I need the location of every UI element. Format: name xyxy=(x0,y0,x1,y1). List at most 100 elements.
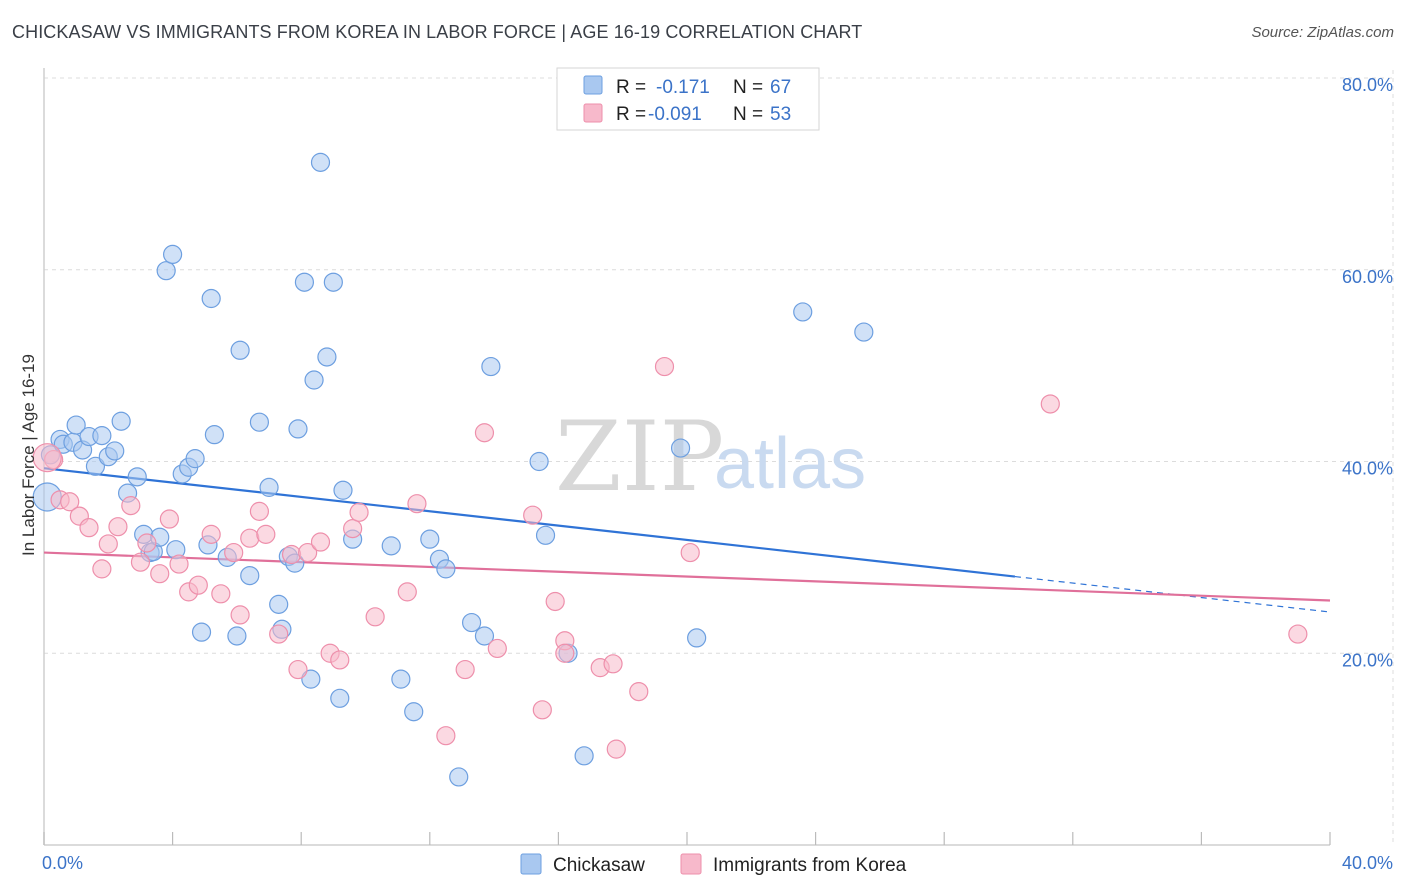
point-chickasaw-58 xyxy=(481,356,501,377)
x-tick-label-max: 40.0% xyxy=(1342,853,1393,873)
legend-series-swatch-chickasaw xyxy=(520,853,542,875)
y-tick-label-3: 80.0% xyxy=(1342,75,1393,95)
data-points xyxy=(32,152,1308,787)
point-korea-20 xyxy=(240,528,260,548)
watermark-zip: ZIP xyxy=(555,401,724,513)
point-chickasaw-27 xyxy=(201,288,221,309)
point-korea-45 xyxy=(603,654,623,674)
point-chickasaw-42 xyxy=(304,370,324,390)
point-chickasaw-30 xyxy=(227,626,247,646)
point-chickasaw-51 xyxy=(404,702,424,722)
point-korea-21 xyxy=(249,501,270,521)
point-chickasaw-25 xyxy=(191,622,212,642)
point-korea-17 xyxy=(211,584,231,604)
y-tick-label-0: 20.0% xyxy=(1342,650,1393,670)
point-chickasaw-43 xyxy=(310,152,331,172)
x-tick-labels: 0.0% 40.0% xyxy=(42,853,1393,873)
point-chickasaw-57 xyxy=(474,626,495,646)
point-korea-31 xyxy=(349,502,369,522)
point-korea-25 xyxy=(288,659,308,680)
point-chickasaw-64 xyxy=(687,628,707,648)
legend-n-value-1: 67 xyxy=(770,77,791,98)
point-chickasaw-56 xyxy=(461,612,482,633)
point-chickasaw-8 xyxy=(85,456,106,476)
point-korea-43 xyxy=(555,643,575,663)
point-korea-38 xyxy=(487,638,507,659)
point-korea-30 xyxy=(343,519,363,539)
legend-series-label-korea: Immigrants from Korea xyxy=(713,855,907,876)
legend-series-label-chickasaw: Chickasaw xyxy=(553,855,645,876)
legend-swatch-pink xyxy=(583,103,603,123)
point-chickasaw-63 xyxy=(670,438,691,458)
point-chickasaw-31 xyxy=(230,340,250,360)
point-chickasaw-62 xyxy=(574,746,594,766)
point-korea-22 xyxy=(256,524,276,544)
y-tick-labels: 20.0% 40.0% 60.0% 80.0% xyxy=(1342,75,1393,670)
point-korea-11 xyxy=(150,564,170,584)
trend-line-korea xyxy=(43,551,1331,602)
legend-swatch-blue xyxy=(583,75,603,95)
point-chickasaw-41 xyxy=(301,669,321,689)
point-korea-16 xyxy=(201,524,221,544)
point-korea-39 xyxy=(523,505,543,525)
point-korea-13 xyxy=(169,554,189,574)
point-korea-47 xyxy=(629,681,649,702)
point-korea-10 xyxy=(137,533,157,553)
legend-r-value-1: -0.171 xyxy=(656,77,710,98)
point-korea-50 xyxy=(1040,394,1060,414)
point-chickasaw-20 xyxy=(163,244,183,265)
legend-series-swatch-korea xyxy=(680,853,702,875)
legend-n-label-1: N = xyxy=(733,77,763,98)
point-korea-19 xyxy=(230,605,250,625)
point-korea-41 xyxy=(545,591,565,612)
point-korea-40 xyxy=(532,700,552,720)
watermark-atlas: atlas xyxy=(714,424,866,504)
legend-stats: R = -0.171 N = 67 R = -0.091 N = 53 xyxy=(556,67,820,131)
point-chickasaw-66 xyxy=(854,322,874,342)
y-tick-label-2: 60.0% xyxy=(1342,267,1393,287)
point-chickasaw-40 xyxy=(294,272,315,292)
point-chickasaw-59 xyxy=(529,451,549,472)
point-korea-51 xyxy=(1288,624,1308,644)
watermark: ZIP atlas xyxy=(555,401,866,513)
point-chickasaw-39 xyxy=(288,419,308,439)
point-korea-8 xyxy=(121,496,141,516)
point-korea-23 xyxy=(269,624,289,644)
point-chickasaw-35 xyxy=(269,594,289,614)
point-chickasaw-54 xyxy=(436,559,456,579)
point-korea-15 xyxy=(188,575,208,595)
point-korea-32 xyxy=(365,607,385,627)
point-korea-7 xyxy=(108,517,128,537)
point-chickasaw-55 xyxy=(449,767,469,787)
point-chickasaw-52 xyxy=(420,529,440,549)
point-chickasaw-60 xyxy=(535,525,556,545)
point-chickasaw-34 xyxy=(259,477,279,497)
point-chickasaw-44 xyxy=(317,347,337,367)
point-chickasaw-9 xyxy=(92,426,112,446)
point-korea-52 xyxy=(32,443,62,473)
point-chickasaw-14 xyxy=(127,467,147,487)
point-korea-4 xyxy=(79,518,99,538)
point-korea-33 xyxy=(397,582,417,602)
point-korea-9 xyxy=(130,552,151,572)
point-chickasaw-45 xyxy=(323,272,343,292)
point-korea-5 xyxy=(92,559,112,579)
point-korea-27 xyxy=(310,532,331,552)
legend-series: Chickasaw Immigrants from Korea xyxy=(520,853,907,876)
point-chickasaw-32 xyxy=(240,565,260,586)
point-korea-24 xyxy=(281,544,302,565)
point-korea-18 xyxy=(224,542,244,563)
point-chickasaw-50 xyxy=(391,669,411,689)
point-korea-34 xyxy=(407,494,427,514)
legend-n-value-2: 53 xyxy=(770,104,791,125)
x-tick-label-min: 0.0% xyxy=(42,853,83,873)
point-korea-46 xyxy=(606,739,626,759)
point-chickasaw-46 xyxy=(330,688,350,708)
legend-r-label-2: R = xyxy=(616,104,646,125)
point-korea-36 xyxy=(455,659,475,680)
point-chickasaw-19 xyxy=(156,261,176,281)
point-chickasaw-65 xyxy=(793,302,813,322)
point-korea-37 xyxy=(474,423,495,443)
point-korea-26 xyxy=(298,542,318,563)
